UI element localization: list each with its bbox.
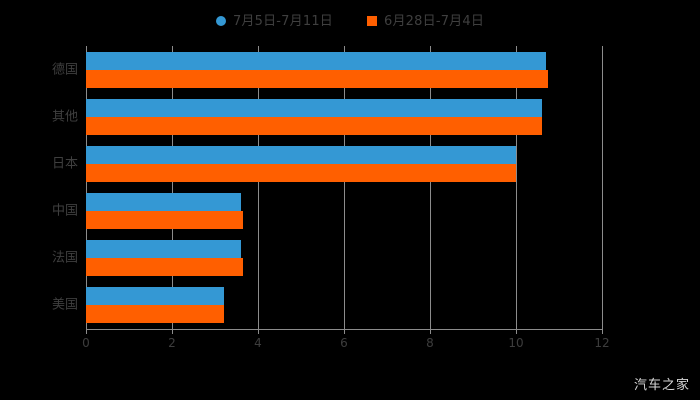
x-axis-tick-label: 0 xyxy=(82,336,90,350)
y-axis-category-label: 中国 xyxy=(51,203,78,219)
gridline xyxy=(516,46,517,329)
bar[interactable] xyxy=(86,193,241,212)
bar[interactable] xyxy=(86,287,224,306)
y-axis-category-label: 其他 xyxy=(51,109,78,125)
legend-label-series-2: 6月28日-7月4日 xyxy=(384,13,485,29)
watermark: 汽车之家 xyxy=(633,378,690,393)
x-axis-tick-label: 4 xyxy=(254,336,262,350)
x-axis-tick xyxy=(258,329,259,334)
bar[interactable] xyxy=(86,163,516,182)
x-axis-tick-label: 2 xyxy=(168,336,176,350)
y-axis-category-label: 德国 xyxy=(51,62,78,78)
legend-item-series-1[interactable]: 7月5日-7月11日 xyxy=(215,13,333,29)
bar[interactable] xyxy=(86,116,542,135)
bar[interactable] xyxy=(86,305,224,324)
x-axis-tick-label: 8 xyxy=(426,336,434,350)
x-axis-tick xyxy=(86,329,87,334)
bar[interactable] xyxy=(86,145,516,164)
gridline xyxy=(602,46,603,329)
plot-area: 0 2 4 6 8 10 12 xyxy=(82,46,610,349)
chart-legend: 7月5日-7月11日 6月28日-7月4日 xyxy=(0,10,700,32)
bar[interactable] xyxy=(86,258,243,277)
x-axis-tick xyxy=(602,329,603,334)
bar[interactable] xyxy=(86,240,241,259)
bar[interactable] xyxy=(86,69,549,88)
x-axis-tick-label: 10 xyxy=(508,336,524,350)
gridline xyxy=(86,46,87,329)
bar[interactable] xyxy=(86,51,547,70)
x-axis-tick-label: 12 xyxy=(594,336,610,350)
legend-swatch-square-icon xyxy=(367,16,377,26)
y-axis-category-label: 法国 xyxy=(51,250,78,266)
gridline xyxy=(172,46,173,329)
legend-item-series-2[interactable]: 6月28日-7月4日 xyxy=(367,15,484,28)
bar[interactable] xyxy=(86,98,542,117)
gridline xyxy=(430,46,431,329)
x-axis-tick xyxy=(344,329,345,334)
x-axis-tick xyxy=(430,329,431,334)
legend-label-series-1: 7月5日-7月11日 xyxy=(232,13,333,29)
x-axis-tick xyxy=(516,329,517,334)
bar[interactable] xyxy=(86,211,243,230)
y-axis-category-label: 美国 xyxy=(51,297,78,313)
x-axis-tick-label: 6 xyxy=(340,336,348,350)
x-axis-tick xyxy=(172,329,173,334)
gridline xyxy=(344,46,345,329)
legend-swatch-circle-icon xyxy=(215,16,226,26)
y-axis-category-label: 日本 xyxy=(51,156,78,172)
gridline xyxy=(258,46,259,329)
